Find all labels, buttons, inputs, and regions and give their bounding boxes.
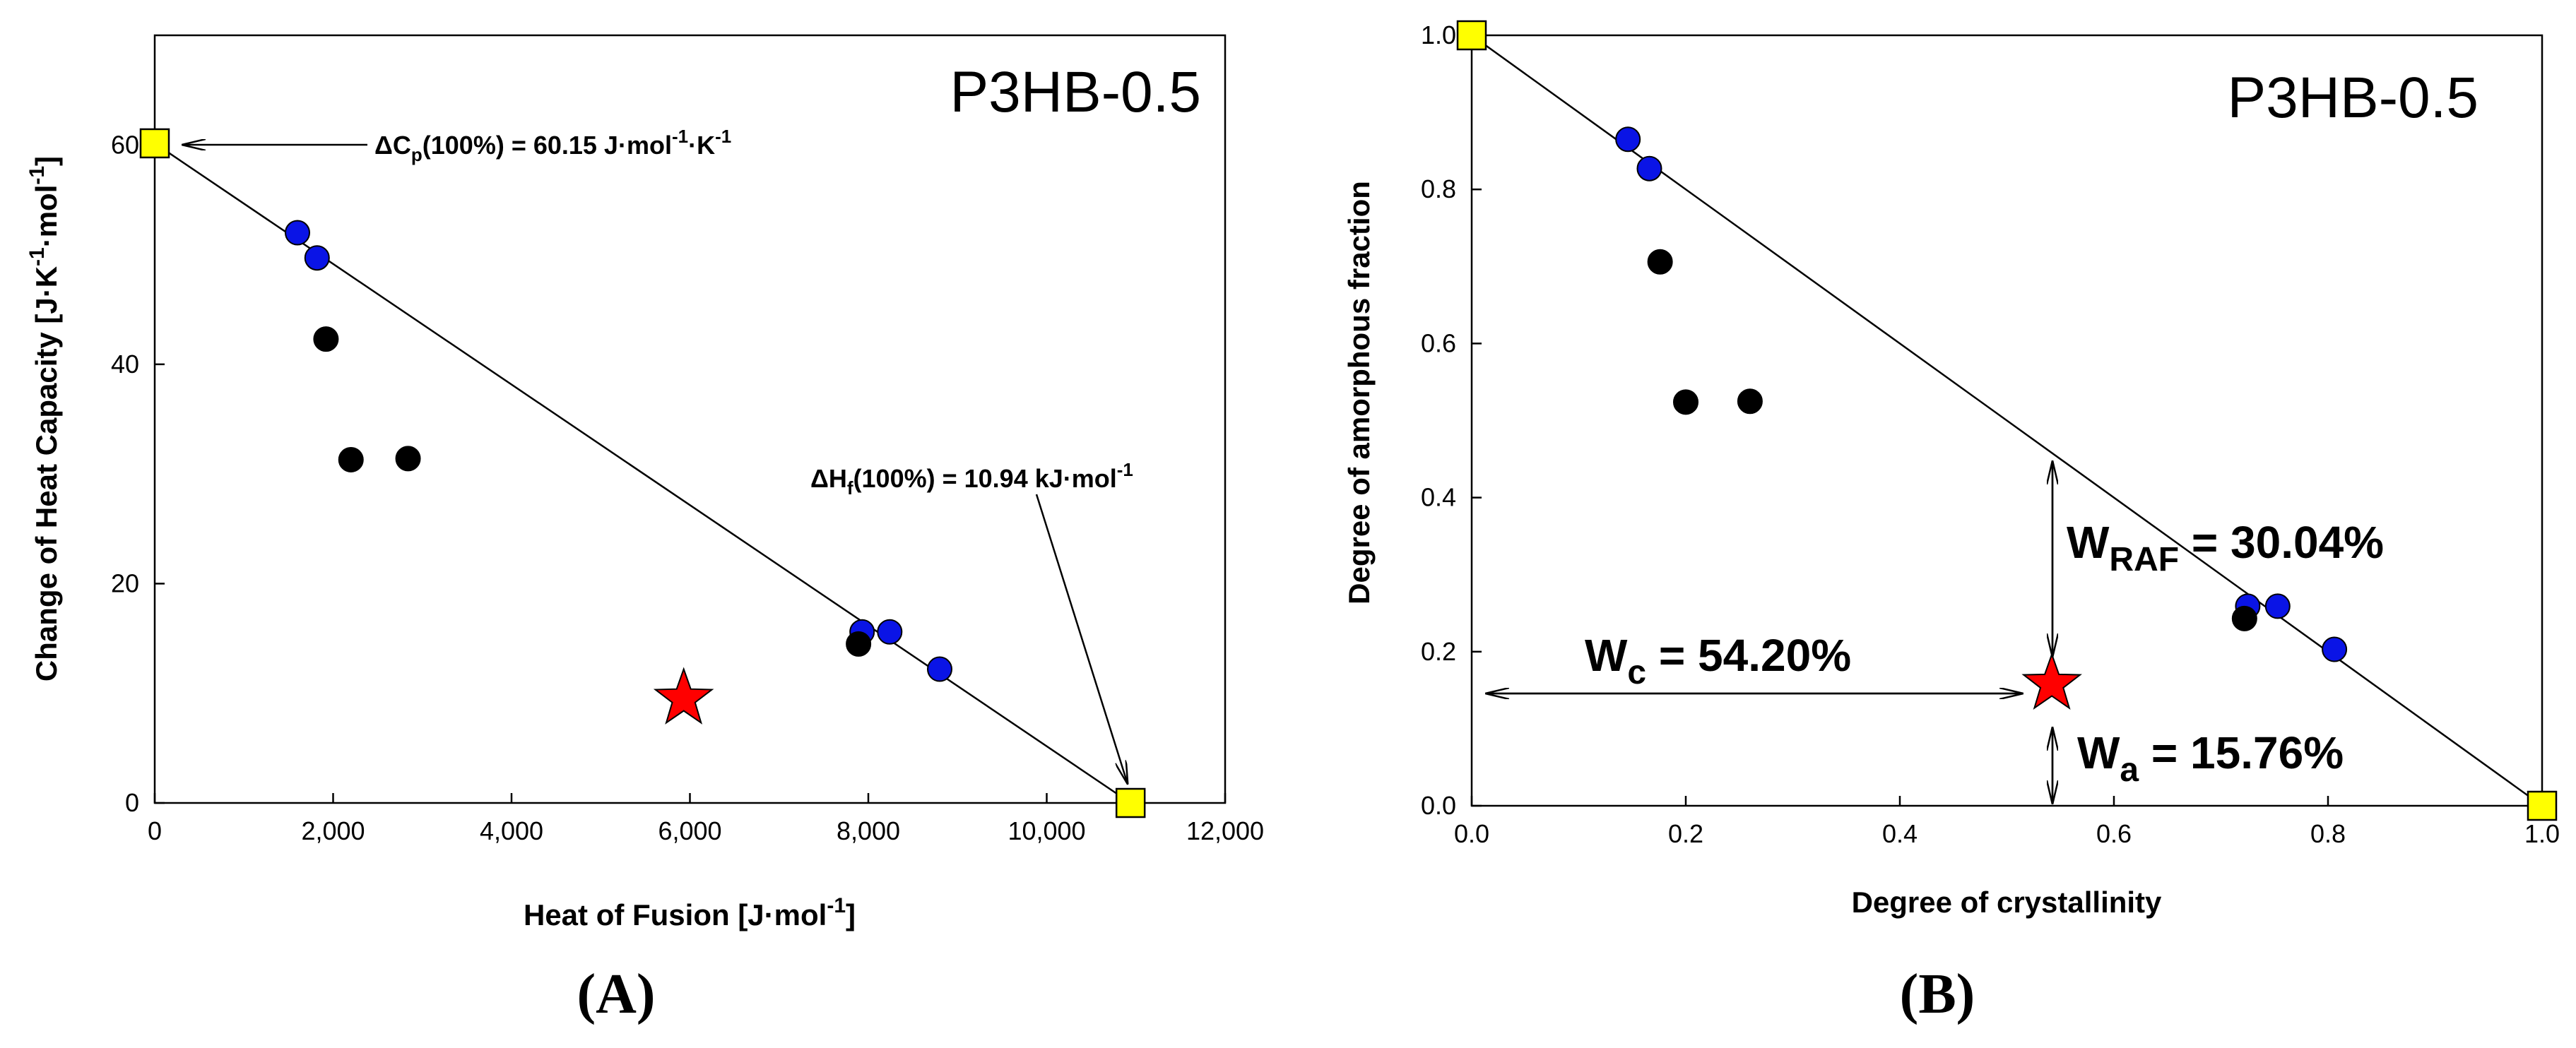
chart-panel-a: 0 2,000 4,000 6,000 8,000 10,000 12,000 0 20 40 60… [25, 34, 1264, 1025]
black-point-b [1647, 249, 1673, 275]
black-point-a [338, 446, 364, 472]
y-axis-title-b: Degree of amorphous fraction [1342, 181, 1376, 605]
x-tick-label-b: 0.2 [1668, 819, 1703, 848]
panel-b-title: P3HB-0.5 [2227, 66, 2478, 130]
wc-prefix: W [1585, 630, 1628, 681]
x-tick-label-b: 0.0 [1454, 819, 1489, 848]
wc-main: = 54.20% [1646, 630, 1851, 681]
x-tick-label-a: 10,000 [1008, 816, 1085, 845]
blue-point-a [927, 656, 952, 682]
blue-point-b [1636, 155, 1662, 181]
dhf-annotation: ΔHf(100%) = 10.94 kJ·mol-1 [810, 459, 1133, 499]
y-tick-label-b: 0.8 [1421, 174, 1456, 203]
y-axis-title-a-sup1: -1 [25, 247, 49, 266]
ticks-b: 0.0 0.2 0.4 0.6 0.8 1.0 0.0 0.2 0.4 0.6 0.8 1.0 [1421, 20, 2560, 848]
y-axis-title-a-text: Change of Heat Capacity [J·K [30, 266, 63, 681]
x-axis-title-a-text: Heat of Fusion [J·mol [524, 898, 827, 931]
x-axis-title-b: Degree of crystallinity [1852, 886, 2162, 919]
x-tick-label-b: 0.6 [2096, 819, 2132, 848]
y-tick-label-a: 40 [111, 350, 139, 379]
y-tick-label-b: 0.2 [1421, 637, 1456, 666]
blue-point-b [2322, 636, 2348, 662]
dcp-prefix: ΔC [374, 131, 411, 160]
wraf-main: = 30.04% [2179, 517, 2384, 568]
chart-panel-b: 0.0 0.2 0.4 0.6 0.8 1.0 0.0 0.2 0.4 0.6 0.8 1.0 P3H… [1342, 20, 2560, 1025]
plot-frame-b [1470, 34, 2543, 807]
x-axis-title-a-end: ] [846, 898, 856, 931]
blue-point-a [877, 619, 903, 645]
black-point-a [846, 631, 872, 657]
y-tick-label-a: 20 [111, 568, 139, 597]
dcp-sup1: -1 [672, 126, 688, 147]
blue-point-b [1615, 126, 1641, 153]
dhf-main: (100%) = 10.94 kJ·mol [853, 464, 1117, 493]
y-tick-label-a: 0 [125, 788, 139, 817]
y-axis-title-a: Change of Heat Capacity [J·K-1·mol-1] [25, 156, 63, 681]
blue-point-b [2264, 593, 2291, 619]
dhf-prefix: ΔH [810, 464, 847, 493]
sample-star-b [2021, 652, 2082, 710]
reference-square-a [1115, 787, 1146, 818]
wraf-prefix: W [2067, 517, 2110, 568]
y-tick-label-b: 0.6 [1421, 328, 1456, 357]
dcp-sup2: -1 [715, 126, 731, 147]
panel-a-caption: (A) [577, 963, 655, 1025]
panel-a-title: P3HB-0.5 [950, 60, 1201, 124]
black-point-a [313, 326, 339, 352]
wraf-annotation: WRAF = 30.04% [2067, 517, 2384, 578]
reference-square-b [1456, 20, 1487, 51]
black-point-b [1737, 388, 1763, 415]
y-tick-label-b: 0.4 [1421, 483, 1456, 512]
data-points-a [139, 128, 1146, 818]
wc-sub: c [1627, 654, 1646, 691]
wraf-sub: RAF [2109, 541, 2179, 578]
dcp-sub: p [411, 144, 423, 165]
panel-b-caption: (B) [1900, 963, 1975, 1025]
y-axis-title-a-end: ] [30, 156, 63, 166]
dcp-annotation: ΔCp(100%) = 60.15 J·mol-1·K-1 [374, 126, 731, 165]
y-tick-label-b: 1.0 [1421, 20, 1456, 49]
x-tick-label-a: 6,000 [658, 816, 721, 845]
wa-sub: a [2120, 751, 2139, 789]
x-tick-label-a: 2,000 [301, 816, 365, 845]
reference-square-a [139, 128, 170, 159]
dhf-arrow [1035, 494, 1128, 784]
wa-main: = 15.76% [2139, 727, 2344, 778]
wc-annotation: Wc = 54.20% [1585, 630, 1851, 691]
dhf-sup1: -1 [1117, 459, 1133, 480]
x-axis-title-a: Heat of Fusion [J·mol-1] [524, 894, 856, 931]
sample-star-a [653, 667, 714, 725]
black-point-a [395, 446, 421, 472]
x-tick-label-b: 1.0 [2524, 819, 2560, 848]
ticks-a: 0 2,000 4,000 6,000 8,000 10,000 12,000 0 20 40 60 [111, 130, 1264, 845]
x-tick-label-b: 0.4 [1882, 819, 1918, 848]
blue-point-a [285, 220, 310, 246]
x-tick-label-a: 8,000 [837, 816, 900, 845]
dcp-main: (100%) = 60.15 J·mol [423, 131, 672, 160]
y-tick-label-a: 60 [111, 130, 139, 159]
data-points-b [1456, 20, 2558, 821]
x-tick-label-a: 4,000 [480, 816, 543, 845]
y-tick-label-b: 0.0 [1421, 791, 1456, 820]
x-tick-label-b: 0.8 [2310, 819, 2346, 848]
dhf-sub: f [847, 477, 853, 499]
wa-prefix: W [2077, 727, 2120, 778]
x-tick-label-a: 12,000 [1186, 816, 1264, 845]
blue-point-a [304, 245, 330, 271]
reference-square-b [2527, 790, 2558, 821]
wa-annotation: Wa = 15.76% [2077, 727, 2344, 789]
black-point-b [2231, 605, 2257, 631]
black-point-b [1673, 389, 1698, 415]
y-axis-title-a-sup2: -1 [25, 166, 49, 185]
y-axis-title-a-mid: ·mol [30, 185, 63, 248]
x-tick-label-a: 0 [148, 816, 162, 845]
x-axis-title-a-sup: -1 [827, 894, 846, 917]
dcp-mid: ·K [688, 131, 715, 160]
